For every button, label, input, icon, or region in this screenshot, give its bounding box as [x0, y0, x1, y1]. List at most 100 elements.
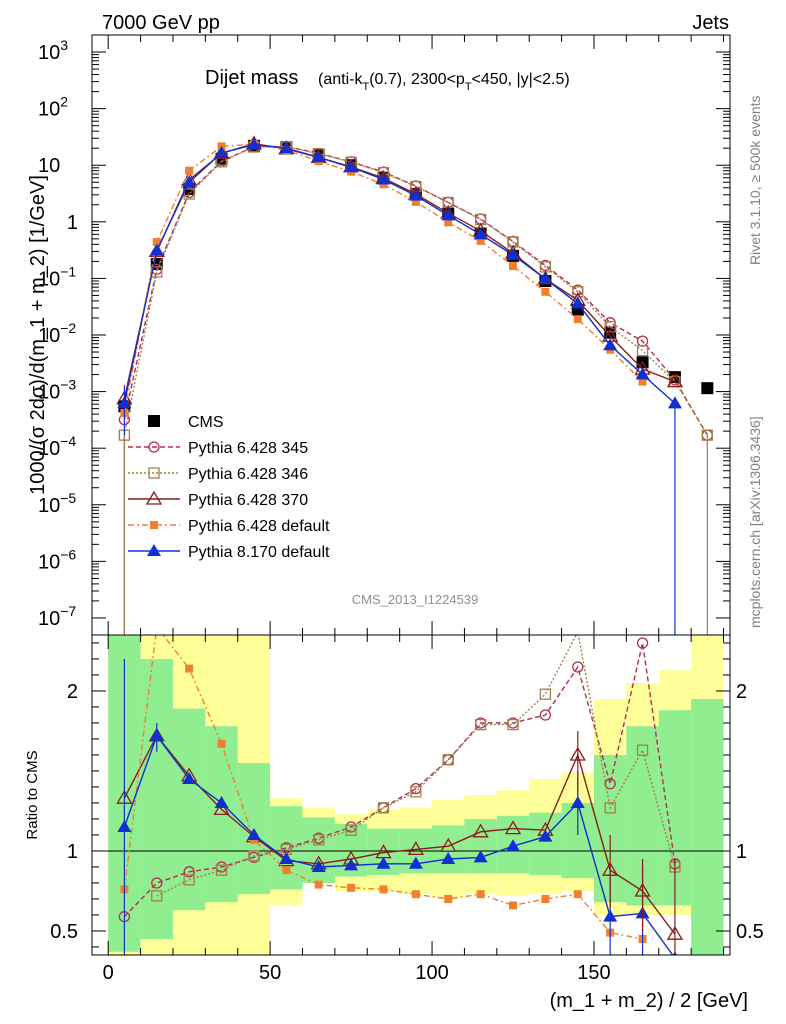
data-point: [701, 382, 714, 395]
y-tick-label: 10−1: [38, 263, 76, 290]
ratio-point: [215, 864, 228, 876]
data-point: [441, 208, 456, 221]
chart-title: Dijet mass: [205, 67, 298, 89]
uncertainty-band-green: [464, 819, 497, 874]
ratio-point: [248, 850, 260, 862]
main-series-layer: [116, 135, 714, 635]
data-point: [573, 315, 582, 324]
data-point: [638, 377, 647, 386]
data-point: [509, 262, 518, 271]
ratio-point: [506, 839, 521, 852]
ratio-point: [151, 877, 163, 889]
main-y-axis-label: 1000/(σ 2dσ)/d(m_1 + m_2) [1/GeV]: [27, 175, 49, 495]
data-point: [182, 175, 197, 188]
data-point: [214, 145, 229, 158]
y-tick-label: 10−2: [38, 320, 76, 347]
data-point: [636, 344, 649, 357]
ratio-line: [123, 734, 674, 955]
ratio-tick-label-left: 0.5: [50, 921, 78, 943]
data-point: [666, 373, 684, 388]
ratio-tick-label-left: 1: [67, 841, 78, 863]
uncertainty-band-green: [691, 699, 724, 955]
data-point: [185, 166, 194, 175]
y-tick-label: 10−4: [38, 433, 76, 460]
legend-label: Pythia 6.428 370: [188, 492, 308, 509]
y-tick-label: 10−3: [38, 377, 76, 404]
ratio-point: [182, 772, 197, 784]
ratio-point: [183, 874, 195, 886]
data-point: [311, 150, 326, 163]
legend-marker: [148, 415, 160, 427]
y-tick-label: 10−6: [38, 546, 76, 573]
ratio-point: [376, 856, 391, 869]
series-pythia-6-428-370: [116, 135, 684, 405]
ratio-pythia-6-428-346: [151, 635, 681, 902]
data-point: [408, 188, 423, 201]
ratio-point: [151, 890, 163, 902]
data-point: [444, 218, 453, 227]
ratio-point: [311, 860, 326, 872]
data-point: [246, 137, 261, 150]
uncertainty-band-green: [140, 659, 173, 939]
data-point: [604, 321, 616, 333]
ratio-line: [156, 635, 676, 897]
ratio-point: [476, 890, 485, 899]
ratio-point: [504, 820, 522, 835]
ratio-point: [539, 688, 552, 700]
ratio-point: [444, 895, 453, 903]
ratio-point: [509, 901, 518, 910]
ratio-tick-label-right: 2: [736, 681, 747, 703]
series-pythia-8-170-default: [117, 137, 682, 409]
ratio-point: [410, 786, 422, 798]
jets-label: Jets: [692, 12, 729, 34]
ratio-point: [344, 858, 359, 871]
ratio-point: [604, 802, 616, 814]
x-tick-label: 0: [103, 962, 114, 984]
analysis-watermark: CMS_2013_I1224539: [352, 592, 479, 607]
data-point: [635, 367, 650, 380]
mcplots-label: mcplots.cern.ch [arXiv:1306.3436]: [747, 416, 763, 628]
ratio-point: [411, 890, 420, 899]
ratio-point: [473, 850, 488, 863]
ratio-tick-label-right: 0.5: [736, 921, 764, 943]
ratio-plot-frame: [91, 634, 731, 956]
data-point: [538, 271, 553, 284]
legend-label: Pythia 8.170 default: [188, 544, 330, 561]
ratio-point: [213, 801, 230, 816]
legend-marker: [148, 467, 160, 479]
ratio-point: [185, 664, 194, 673]
ratio-point: [507, 718, 519, 731]
legend-label: CMS: [188, 414, 224, 431]
data-point: [541, 287, 550, 296]
data-point: [411, 197, 420, 206]
y-tick-label: 10−5: [38, 490, 76, 517]
legend-label: Pythia 6.428 345: [188, 440, 308, 457]
legend-label: Pythia 6.428 default: [188, 518, 330, 535]
ratio-point: [214, 796, 229, 808]
ratio-point: [472, 823, 489, 838]
legend-item: Pythia 6.428 default: [128, 518, 330, 535]
ratio-point: [377, 802, 390, 814]
data-point: [152, 237, 161, 246]
x-axis-label: (m_1 + m_2) / 2 [GeV]: [550, 990, 748, 1012]
legend-label: Pythia 6.428 346: [188, 466, 308, 483]
ratio-point: [282, 866, 291, 875]
ratio-point: [538, 829, 553, 842]
ratio-point: [539, 709, 552, 721]
x-tick-label: 150: [577, 962, 610, 984]
ratio-point: [313, 834, 325, 846]
data-point: [473, 227, 488, 240]
ratio-point: [636, 744, 649, 756]
data-point: [344, 160, 359, 173]
uncertainty-band-green: [302, 817, 335, 883]
y-tick-label: 10: [38, 155, 60, 177]
data-point: [570, 296, 585, 309]
x-tick-label: 50: [259, 962, 281, 984]
data-point: [667, 396, 682, 409]
rivet-version-label: Rivet 3.1.10, ≥ 500k events: [747, 95, 763, 265]
collision-label: 7000 GeV pp: [102, 12, 220, 34]
ratio-point: [541, 895, 550, 903]
ratio-point: [314, 880, 323, 889]
data-point: [476, 236, 485, 245]
